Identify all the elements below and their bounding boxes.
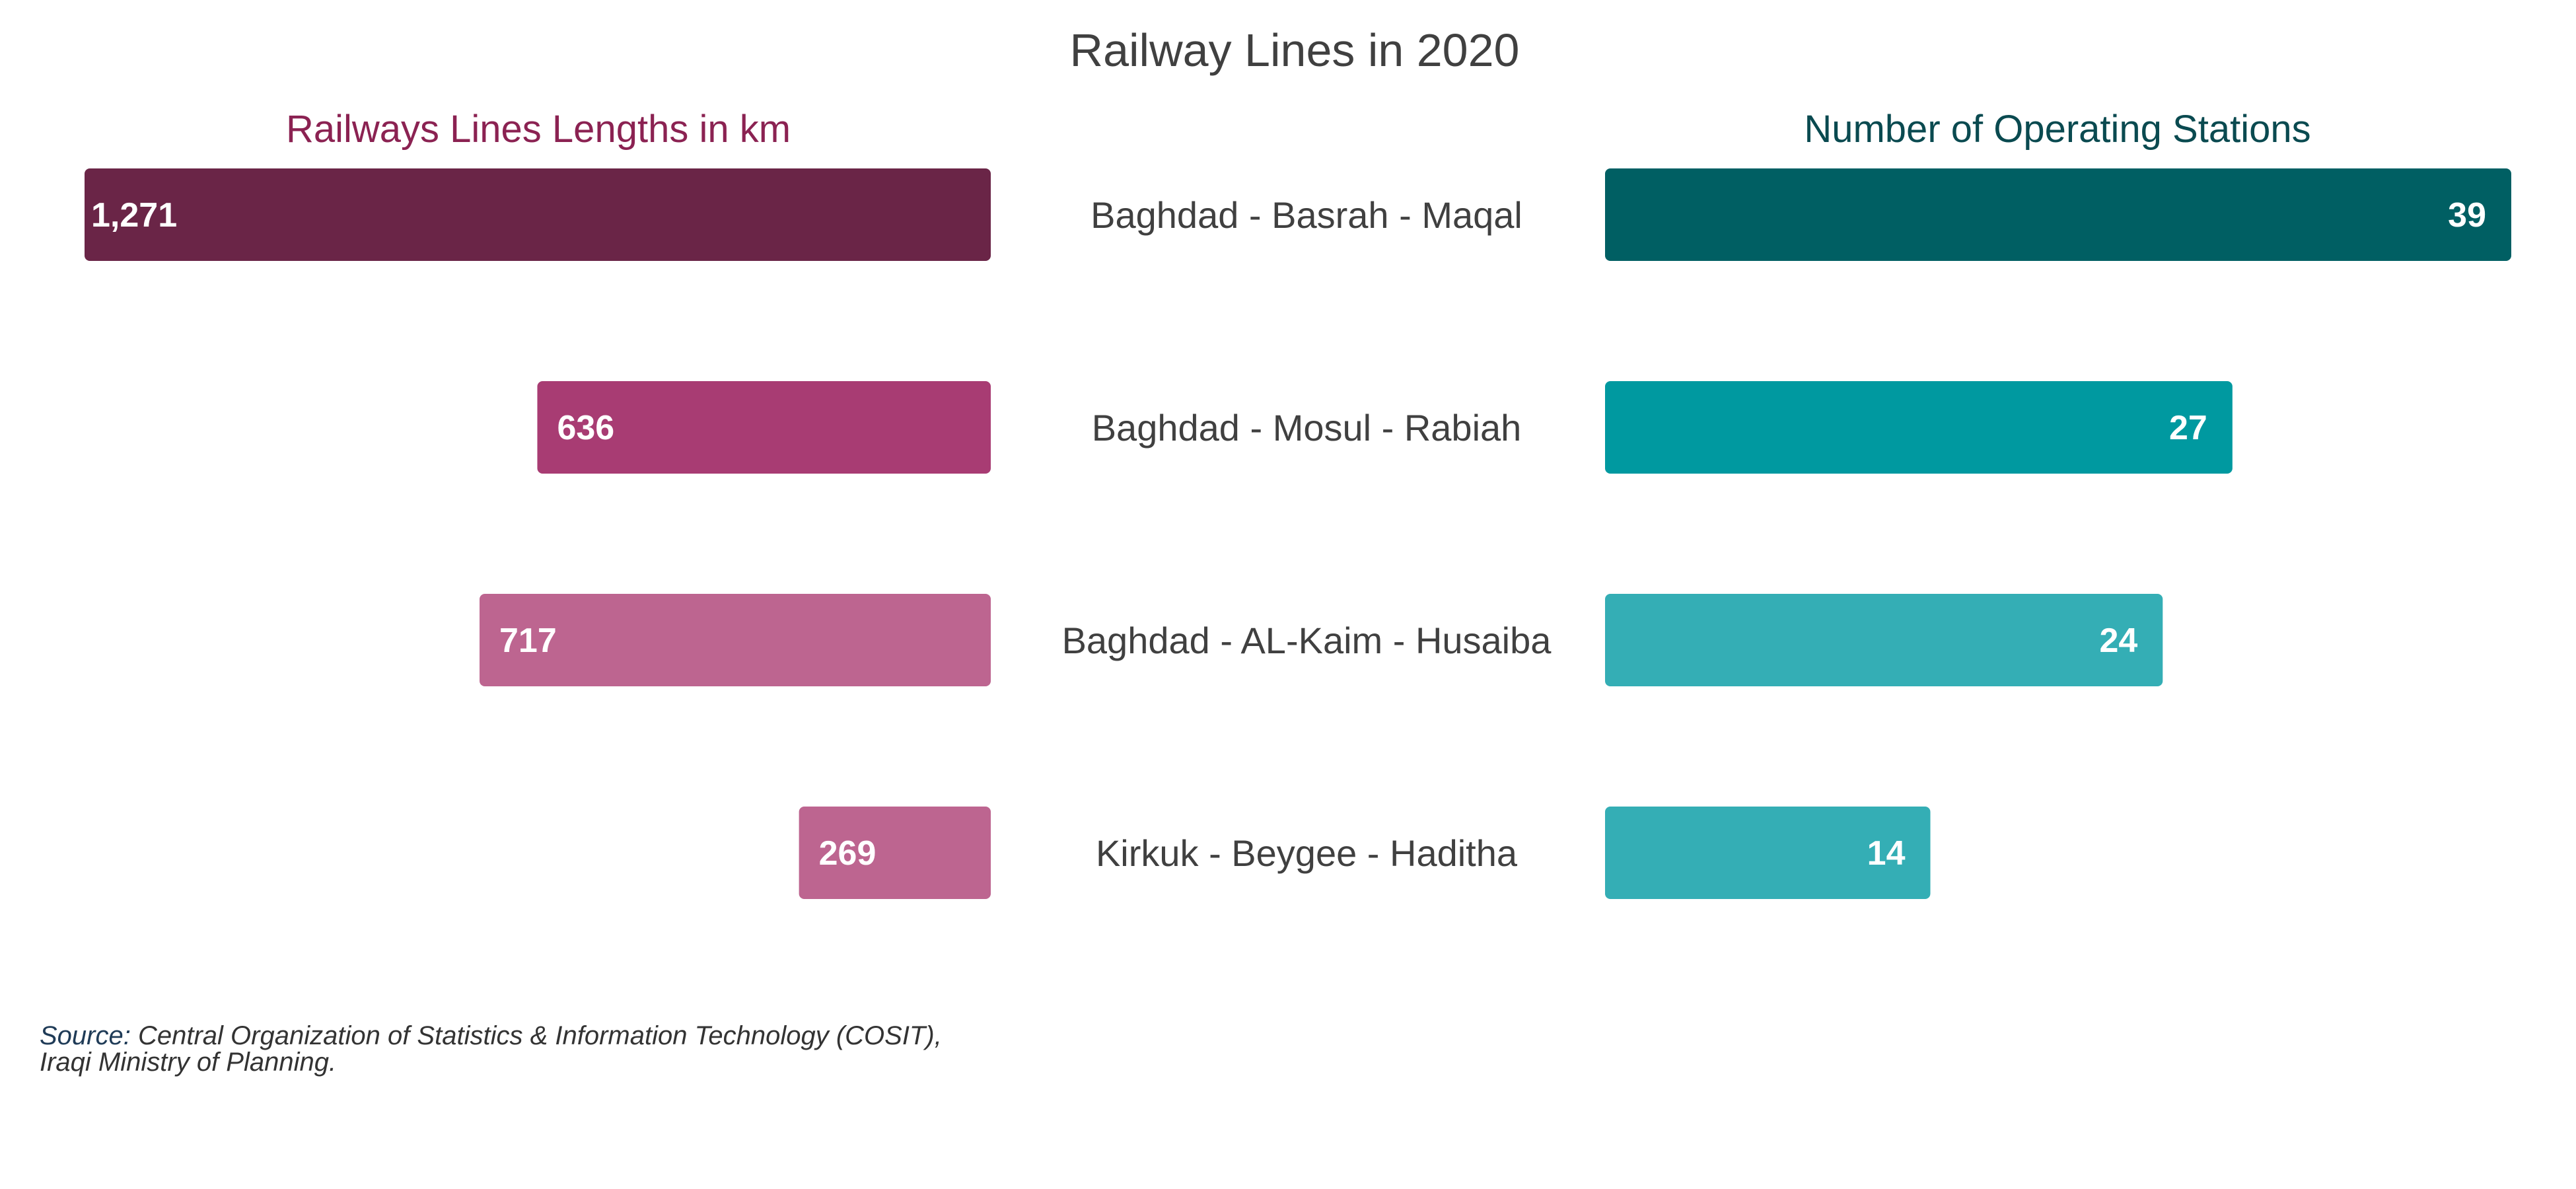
left-bar-value-label: 1,271	[91, 196, 177, 234]
category-label: Kirkuk - Beygee - Haditha	[1096, 832, 1518, 874]
left-bar	[537, 381, 991, 474]
source-text: Central Organization of Statistics & Inf…	[137, 1021, 942, 1050]
source-line2: Iraqi Ministry of Planning.	[40, 1048, 337, 1077]
category-label: Baghdad - Mosul - Rabiah	[1092, 407, 1522, 449]
left-panel-title: Railways Lines Lengths in km	[286, 108, 791, 151]
right-bar-value-label: 39	[2448, 196, 2486, 234]
left-bar	[480, 594, 991, 686]
category-label: Baghdad - AL-Kaim - Husaiba	[1062, 620, 1552, 661]
right-bar	[1605, 807, 1931, 899]
right-bars-group: 39 27 24 14	[1605, 168, 2511, 899]
right-bar-value-label: 24	[2099, 622, 2137, 660]
left-bar	[85, 168, 991, 261]
left-bars-group: 1,271 636 717 269	[85, 168, 991, 899]
category-labels-group: Baghdad - Basrah - Maqal Baghdad - Mosul …	[1062, 194, 1552, 874]
category-label: Baghdad - Basrah - Maqal	[1091, 194, 1522, 236]
left-bar-value-label: 269	[819, 834, 877, 873]
right-bar	[1605, 594, 2163, 686]
left-bar	[799, 807, 991, 899]
right-bar	[1605, 381, 2233, 474]
left-bar-value-label: 636	[557, 409, 614, 447]
right-panel-title: Number of Operating Stations	[1804, 108, 2310, 151]
left-bar-value-label: 717	[499, 622, 557, 660]
source-note: Source: Central Organization of Statisti…	[40, 1023, 1163, 1075]
right-bar	[1605, 168, 2511, 261]
chart-title: Railway Lines in 2020	[1070, 24, 1520, 76]
right-bar-value-label: 14	[1867, 834, 1906, 873]
right-bar-value-label: 27	[2169, 409, 2207, 447]
source-prefix: Source:	[40, 1021, 131, 1050]
